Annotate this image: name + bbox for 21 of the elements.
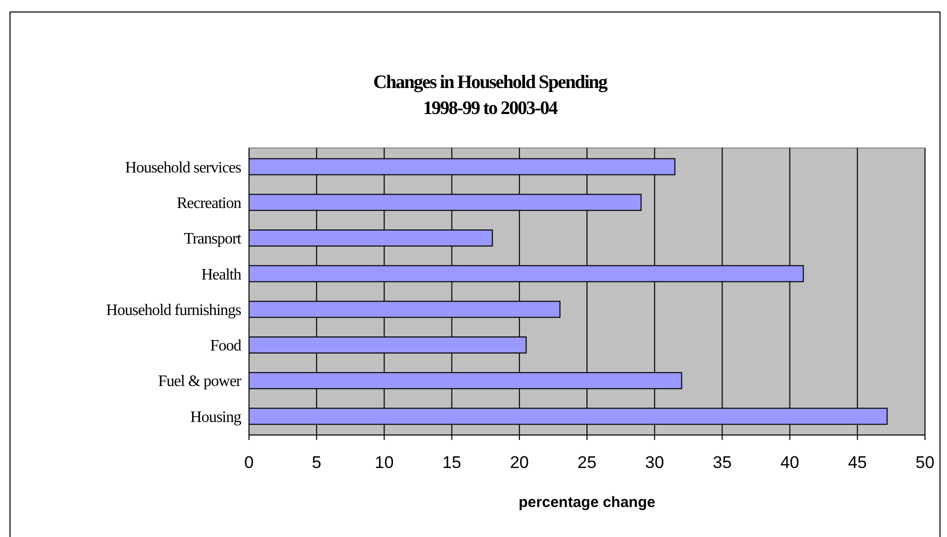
y-tick-label: Food [210, 338, 242, 355]
x-tick-label: 15 [442, 453, 462, 472]
x-tick-label: 25 [578, 453, 596, 472]
y-tick-label: Health [201, 266, 242, 284]
x-tick-label: 50 [916, 453, 934, 472]
x-axis-title: percentage change [518, 494, 656, 511]
y-tick-label: Recreation [176, 194, 242, 212]
chart-title: Changes in Household Spending 1998-99 to 2003-04 [373, 72, 608, 119]
x-tick-label: 30 [645, 453, 664, 472]
y-tick-label: Household services [125, 159, 242, 176]
y-tick-label: Transport [184, 230, 242, 248]
x-tick-label: 5 [312, 453, 322, 472]
x-tick-label: 10 [374, 453, 394, 472]
y-tick-label: Household furnishings [106, 302, 242, 319]
x-tick-label: 40 [780, 453, 800, 472]
x-tick-label: 20 [510, 453, 529, 472]
x-tick-label: 0 [244, 453, 254, 472]
x-tick-label: 35 [712, 453, 732, 472]
y-tick-label: Fuel & power [158, 373, 242, 390]
x-tick-label: 45 [848, 453, 867, 472]
y-tick-label: Housing [190, 408, 242, 426]
